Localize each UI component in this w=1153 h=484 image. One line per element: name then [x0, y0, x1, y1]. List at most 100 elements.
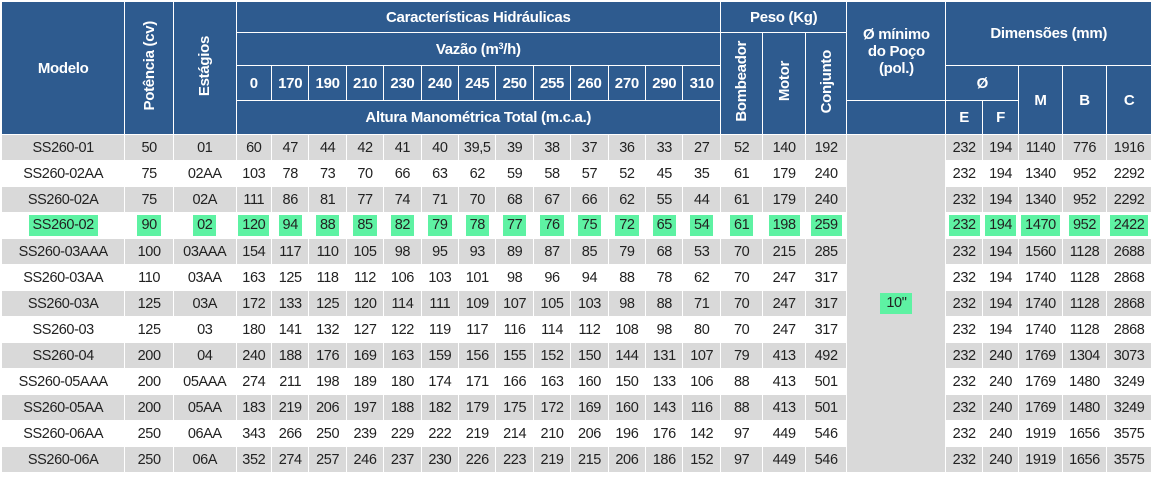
cell-peso-bombeador: 52	[719, 134, 764, 161]
highlight-mark: 76	[540, 215, 564, 236]
cell-altura: 142	[682, 420, 721, 447]
cell-altura: 125	[308, 290, 347, 317]
cell-dim-m: 1919	[1018, 446, 1063, 473]
cell-altura: 125	[270, 264, 310, 291]
cell-altura: 155	[495, 342, 534, 369]
cell-potencia: 200	[124, 368, 174, 395]
highlight-mark: 2422	[1109, 215, 1149, 236]
cell-altura: 246	[345, 446, 385, 473]
poco-spacer	[846, 100, 947, 135]
cell-altura: 98	[607, 290, 647, 317]
cell-altura: 188	[270, 342, 310, 369]
cell-dim-b: 776	[1061, 134, 1108, 161]
cell-altura: 74	[383, 186, 422, 213]
cell-potencia: 75	[124, 160, 174, 187]
cell-altura: 35	[682, 160, 721, 187]
cell-altura: 70	[345, 160, 385, 187]
cell-altura: 88	[645, 290, 684, 317]
cell-altura: 62	[607, 186, 647, 213]
cell-dim-e: 232	[945, 446, 983, 473]
cell-estagios: 06AA	[172, 420, 237, 447]
highlight-mark: SS260-02	[28, 215, 98, 236]
highlight-mark: 77	[502, 215, 527, 236]
cell-peso-motor: 449	[762, 420, 806, 447]
cell-altura: 144	[607, 342, 647, 369]
table-row: SS260-05AAA 200 05AAA 274 211 198 189 180 174 171…	[0, 368, 1152, 395]
table-body: SS260-01 50 01 60 47 44 42 41 40 39,5 39 38 37 36 33 27…	[0, 134, 1152, 473]
table-row: SS260-02A 75 02A 111 86 81 77 74 71 70 68 67 66 62 55 4…	[0, 186, 1152, 213]
cell-altura: 73	[308, 160, 347, 187]
cell-altura: 160	[570, 368, 609, 395]
highlight-mark: 85	[353, 215, 377, 236]
cell-dim-e: 232	[945, 238, 983, 265]
col-header-b: B	[1061, 65, 1108, 135]
cell-altura: 229	[383, 420, 422, 447]
highlight-mark: 232	[948, 215, 980, 236]
cell-peso-motor: 179	[762, 160, 806, 187]
cell-altura: 86	[270, 186, 310, 213]
cell-dim-c: 2868	[1106, 316, 1152, 343]
cell-dim-m: 1140	[1018, 134, 1063, 161]
cell-altura: 71	[682, 290, 721, 317]
cell-altura: 219	[532, 446, 572, 473]
cell-altura: 88	[607, 264, 647, 291]
col-header-diametro: Ø	[945, 65, 1020, 101]
cell-peso-conjunto: 317	[804, 316, 848, 343]
cell-estagios: 02	[172, 212, 237, 239]
cell-altura: 58	[532, 160, 572, 187]
cell-modelo: SS260-06AA	[0, 420, 126, 447]
cell-altura: 98	[383, 238, 422, 265]
cell-altura: 66	[383, 160, 422, 187]
cell-dim-m: 1740	[1018, 290, 1063, 317]
cell-altura: 82	[383, 212, 422, 239]
cell-altura: 71	[420, 186, 460, 213]
cell-dim-f: 240	[981, 342, 1020, 369]
cell-altura: 174	[420, 368, 460, 395]
cell-altura: 166	[495, 368, 534, 395]
cell-altura: 171	[458, 368, 497, 395]
highlight-mark: 78	[465, 215, 489, 236]
table-row: SS260-06AA 250 06AA 343 266 250 239 229 222 219 21…	[0, 420, 1152, 447]
cell-altura: 250	[308, 420, 347, 447]
pump-spec-table: Modelo Potência (cv) Estágios Caracterís…	[0, 1, 1152, 473]
cell-altura: 114	[532, 316, 572, 343]
cell-estagios: 01	[172, 134, 237, 161]
cell-altura: 352	[235, 446, 273, 473]
cell-altura: 106	[682, 368, 721, 395]
col-header-flow: 245	[458, 65, 497, 101]
cell-altura: 274	[235, 368, 273, 395]
cell-altura: 120	[235, 212, 273, 239]
cell-potencia: 90	[124, 212, 174, 239]
cell-altura: 150	[607, 368, 647, 395]
cell-altura: 206	[607, 446, 647, 473]
cell-potencia: 200	[124, 394, 174, 421]
cell-altura: 37	[570, 134, 609, 161]
cell-peso-conjunto: 192	[804, 134, 848, 161]
cell-altura: 103	[420, 264, 460, 291]
cell-altura: 186	[645, 446, 684, 473]
poco-value: 10"	[880, 293, 913, 314]
table-row: SS260-02 90 02 120 94 88 85 82 79 78 77 76 75 72 65 54 6…	[0, 212, 1152, 239]
cell-dim-e: 232	[945, 186, 983, 213]
cell-dim-m: 1470	[1018, 212, 1063, 239]
cell-dim-b: 1480	[1061, 368, 1108, 395]
cell-estagios: 02AA	[172, 160, 237, 187]
cell-altura: 133	[270, 290, 310, 317]
cell-altura: 60	[235, 134, 273, 161]
cell-altura: 112	[570, 316, 609, 343]
poco-line3: (pol.)	[878, 59, 914, 77]
cell-altura: 214	[495, 420, 534, 447]
cell-dim-e: 232	[945, 212, 983, 239]
cell-altura: 274	[270, 446, 310, 473]
table-row: SS260-06A 250 06A 352 274 257 246 237 230 226 223 2…	[0, 446, 1152, 473]
cell-altura: 219	[270, 394, 310, 421]
cell-altura: 80	[682, 316, 721, 343]
cell-dim-e: 232	[945, 264, 983, 291]
cell-altura: 109	[458, 290, 497, 317]
highlight-mark: 88	[315, 215, 340, 236]
table-row: SS260-03AAA 100 03AAA 154 117 110 105 98 95 93 89 8…	[0, 238, 1152, 265]
cell-altura: 105	[345, 238, 385, 265]
cell-peso-conjunto: 501	[804, 394, 848, 421]
cell-altura: 68	[645, 238, 684, 265]
cell-dim-f: 194	[981, 264, 1020, 291]
